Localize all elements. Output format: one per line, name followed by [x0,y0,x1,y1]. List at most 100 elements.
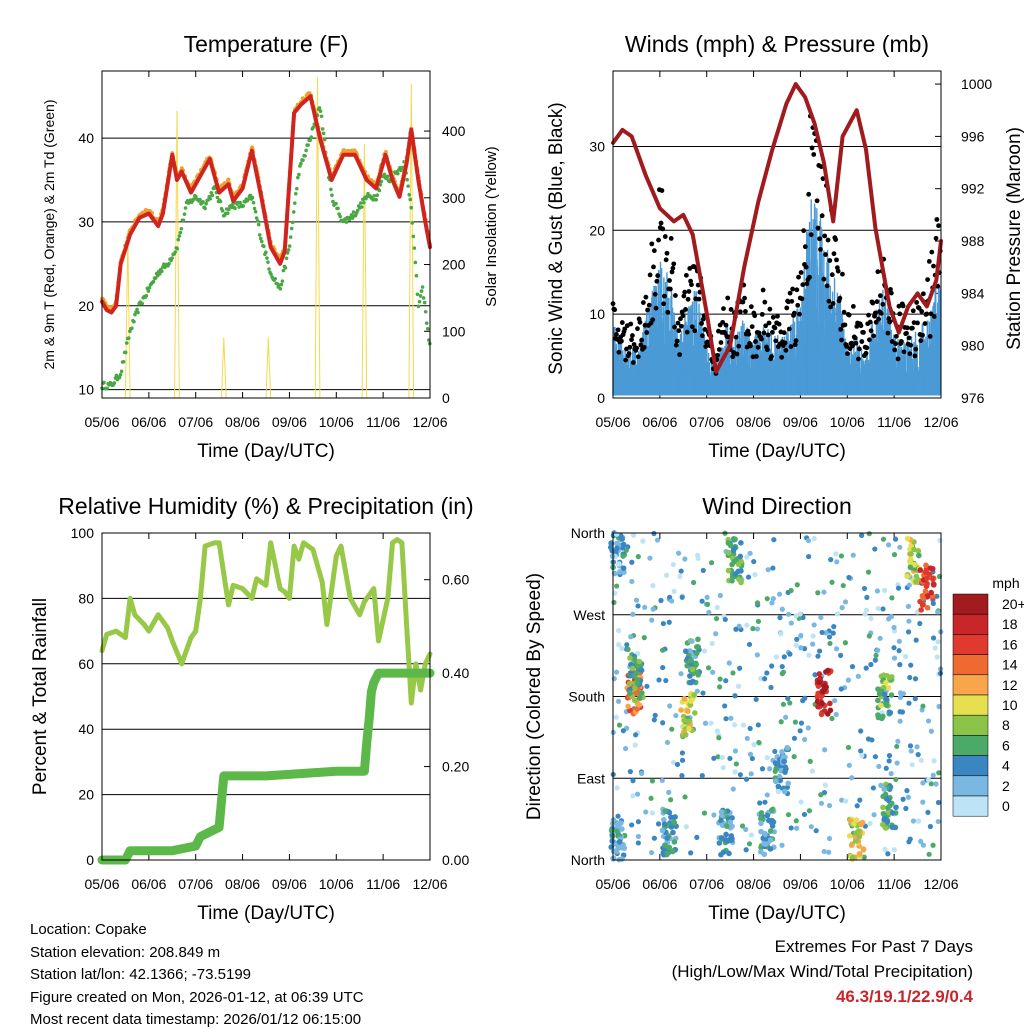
colorbar-swatch [952,795,989,817]
direction-point [932,645,938,651]
gust-point [743,309,748,314]
dewpoint-point [132,319,136,324]
direction-point [730,786,736,792]
direction-point [639,690,645,696]
dewpoint-point [421,296,426,300]
gust-point [725,295,731,301]
direction-point [643,809,649,815]
gust-point [801,228,807,234]
dewpoint-point [215,195,220,200]
gust-point [827,258,833,263]
direction-point [928,728,935,734]
direction-point [621,845,628,851]
gust-point [802,244,808,250]
direction-point [694,669,700,676]
extremes-values: 46.3/19.1/22.9/0.4 [835,987,973,1006]
direction-point [928,589,934,596]
plot-frame [101,70,431,399]
gust-point [644,330,650,335]
dewpoint-point [173,250,177,254]
direction-point [717,676,723,682]
dewpoint-point [178,230,183,235]
direction-point [770,596,776,602]
gust-point [692,328,698,334]
x-tick-label: 09/06 [272,414,307,430]
direction-point [689,638,695,644]
y2-tick-label: 980 [961,338,985,354]
x-axis-label: Time (Day/UTC) [197,903,335,924]
direction-point [891,655,898,661]
direction-point [858,728,864,734]
gust-point [733,334,739,340]
direction-point [842,640,848,646]
gust-point [899,339,904,344]
direction-point [715,754,721,760]
direction-point [918,757,924,763]
colorbar-label: 14 [1002,657,1018,673]
direction-point [625,646,631,652]
direction-point [778,719,784,725]
direction-point [917,567,924,573]
gust-point [665,309,671,315]
direction-point [695,555,701,561]
direction-point [907,836,913,842]
gust-point [875,269,881,275]
direction-point [832,698,838,704]
direction-point [769,817,775,824]
direction-point [837,652,844,659]
direction-point [619,645,625,651]
direction-point [723,678,729,684]
gust-point [736,343,742,349]
gust-point [913,346,919,352]
direction-point [897,662,903,668]
gust-point [664,250,670,256]
direction-point [815,590,821,596]
colorbar-swatch [952,714,989,736]
colorbar-label: 10 [1002,697,1018,713]
dewpoint-point [259,239,264,244]
direction-point [764,596,770,602]
series-rh-line [99,537,433,706]
direction-point [732,722,738,728]
direction-point [773,654,780,660]
y-tick-label: 10 [589,306,605,322]
extremes-subtitle: (High/Low/Max Wind/Total Precipitation) [671,962,973,981]
direction-point [723,823,730,829]
dewpoint-point [279,282,284,287]
direction-point [737,772,743,778]
direction-point [629,578,635,585]
direction-point [924,575,930,582]
direction-point [678,707,684,713]
gust-point [677,352,683,358]
direction-point [738,540,744,546]
gust-point [931,263,936,269]
chart-title: Temperature (F) [184,31,349,57]
direction-point [812,672,818,678]
gust-point [821,276,827,282]
gust-point [619,338,624,344]
colorbar-label: 4 [1002,758,1010,774]
direction-point [732,571,739,577]
dewpoint-point [311,125,316,130]
plot-frame [612,532,942,861]
direction-point [773,766,780,772]
colorbar-label: 2 [1002,778,1010,794]
direction-point [810,633,816,639]
gust-point [789,298,795,304]
gust-point [759,311,765,317]
direction-point [897,709,903,715]
direction-point [910,818,917,824]
direction-point [654,537,661,543]
x-tick-label: 06/06 [642,876,677,892]
x-tick-label: 05/06 [595,876,630,892]
dewpoint-point [105,386,109,391]
x-tick-label: 11/06 [877,876,911,892]
dewpoint-point [301,158,305,162]
gust-point [775,313,780,319]
dewpoint-point [318,109,323,113]
dewpoint-point [182,212,187,216]
direction-point [627,769,633,775]
direction-point [727,755,733,762]
direction-point [620,728,626,734]
direction-point [705,665,712,671]
